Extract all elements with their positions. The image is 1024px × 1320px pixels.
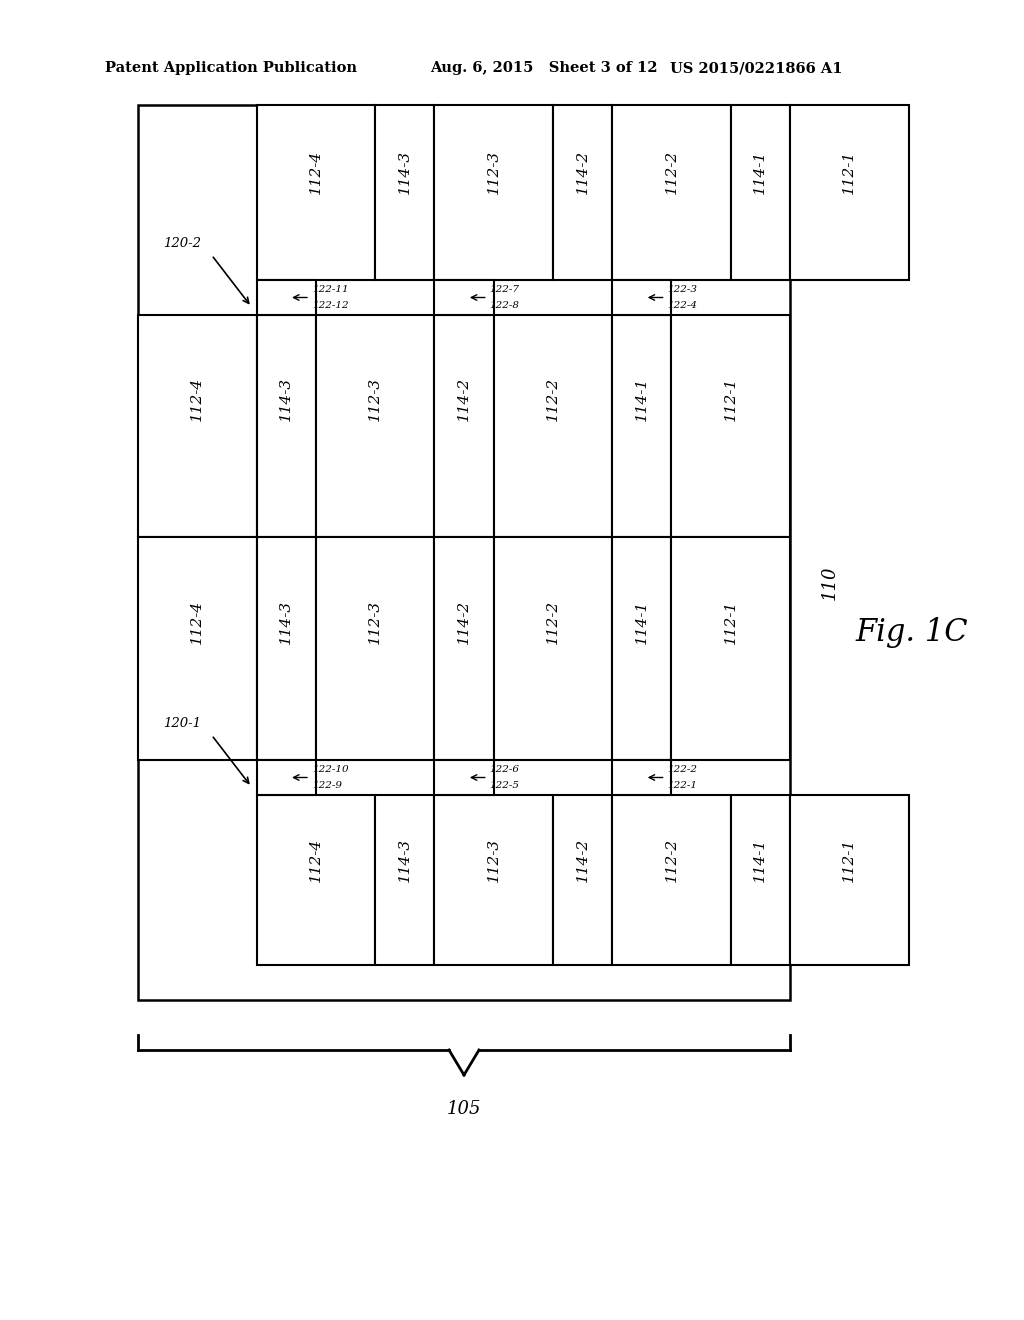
- Bar: [612, 760, 672, 795]
- Text: 112-2: 112-2: [546, 599, 560, 644]
- Text: 112-1: 112-1: [843, 837, 856, 882]
- Text: Patent Application Publication: Patent Application Publication: [105, 61, 357, 75]
- Text: 112-2: 112-2: [665, 149, 679, 194]
- Bar: [257, 795, 375, 965]
- Text: 120-2: 120-2: [164, 238, 202, 249]
- Bar: [612, 795, 731, 965]
- Text: 112-4: 112-4: [309, 837, 323, 882]
- Text: 114-3: 114-3: [280, 378, 293, 421]
- Text: 122-10: 122-10: [312, 766, 348, 775]
- Text: 114-2: 114-2: [457, 378, 471, 421]
- Text: 112-3: 112-3: [368, 599, 382, 644]
- Bar: [434, 537, 494, 760]
- Bar: [434, 280, 494, 315]
- Bar: [434, 795, 553, 965]
- Text: 122-1: 122-1: [668, 780, 697, 789]
- Text: 122-2: 122-2: [668, 766, 697, 775]
- Bar: [612, 106, 731, 280]
- Bar: [612, 315, 672, 537]
- Text: 114-1: 114-1: [754, 837, 767, 882]
- Bar: [494, 537, 612, 760]
- Text: 122-3: 122-3: [668, 285, 697, 294]
- Text: 114-2: 114-2: [575, 837, 590, 882]
- Bar: [494, 315, 612, 537]
- Text: 114-1: 114-1: [635, 378, 649, 421]
- Text: 120-1: 120-1: [164, 717, 202, 730]
- Text: 112-3: 112-3: [486, 837, 501, 882]
- Text: 112-1: 112-1: [843, 149, 856, 194]
- Text: 122-11: 122-11: [312, 285, 348, 294]
- Text: Fig. 1C: Fig. 1C: [855, 616, 968, 648]
- Bar: [434, 760, 494, 795]
- Bar: [434, 106, 553, 280]
- Bar: [257, 106, 375, 280]
- Text: US 2015/0221866 A1: US 2015/0221866 A1: [670, 61, 843, 75]
- Bar: [731, 106, 790, 280]
- Text: 112-1: 112-1: [724, 378, 737, 421]
- Bar: [315, 315, 434, 537]
- Text: 114-1: 114-1: [754, 149, 767, 194]
- Text: 112-4: 112-4: [190, 378, 204, 421]
- Bar: [138, 537, 257, 760]
- Bar: [257, 537, 315, 760]
- Bar: [790, 106, 908, 280]
- Text: 114-2: 114-2: [457, 599, 471, 644]
- Bar: [612, 280, 672, 315]
- Bar: [315, 537, 434, 760]
- Text: 114-1: 114-1: [635, 599, 649, 644]
- Bar: [257, 315, 315, 537]
- Text: 112-2: 112-2: [546, 378, 560, 421]
- Text: 112-3: 112-3: [486, 149, 501, 194]
- Bar: [434, 315, 494, 537]
- Bar: [672, 537, 790, 760]
- Bar: [612, 537, 672, 760]
- Bar: [553, 106, 612, 280]
- Text: Aug. 6, 2015   Sheet 3 of 12: Aug. 6, 2015 Sheet 3 of 12: [430, 61, 657, 75]
- Text: 122-4: 122-4: [668, 301, 697, 309]
- Bar: [672, 315, 790, 537]
- Bar: [257, 280, 315, 315]
- Text: 122-12: 122-12: [312, 301, 348, 309]
- Bar: [790, 795, 908, 965]
- Bar: [138, 106, 790, 1001]
- Text: 122-6: 122-6: [489, 766, 520, 775]
- Text: 112-4: 112-4: [309, 149, 323, 194]
- Text: 112-4: 112-4: [190, 599, 204, 644]
- Text: 114-3: 114-3: [280, 599, 293, 644]
- Text: 110: 110: [821, 565, 839, 599]
- Bar: [257, 760, 315, 795]
- Bar: [375, 795, 434, 965]
- Text: 114-3: 114-3: [397, 837, 412, 882]
- Text: 122-9: 122-9: [312, 780, 342, 789]
- Text: 114-2: 114-2: [575, 149, 590, 194]
- Text: 122-7: 122-7: [489, 285, 520, 294]
- Bar: [138, 315, 257, 537]
- Text: 114-3: 114-3: [397, 149, 412, 194]
- Text: 112-1: 112-1: [724, 599, 737, 644]
- Text: 112-2: 112-2: [665, 837, 679, 882]
- Bar: [375, 106, 434, 280]
- Bar: [731, 795, 790, 965]
- Bar: [553, 795, 612, 965]
- Text: 112-3: 112-3: [368, 378, 382, 421]
- Text: 105: 105: [446, 1100, 481, 1118]
- Text: 122-8: 122-8: [489, 301, 520, 309]
- Text: 122-5: 122-5: [489, 780, 520, 789]
